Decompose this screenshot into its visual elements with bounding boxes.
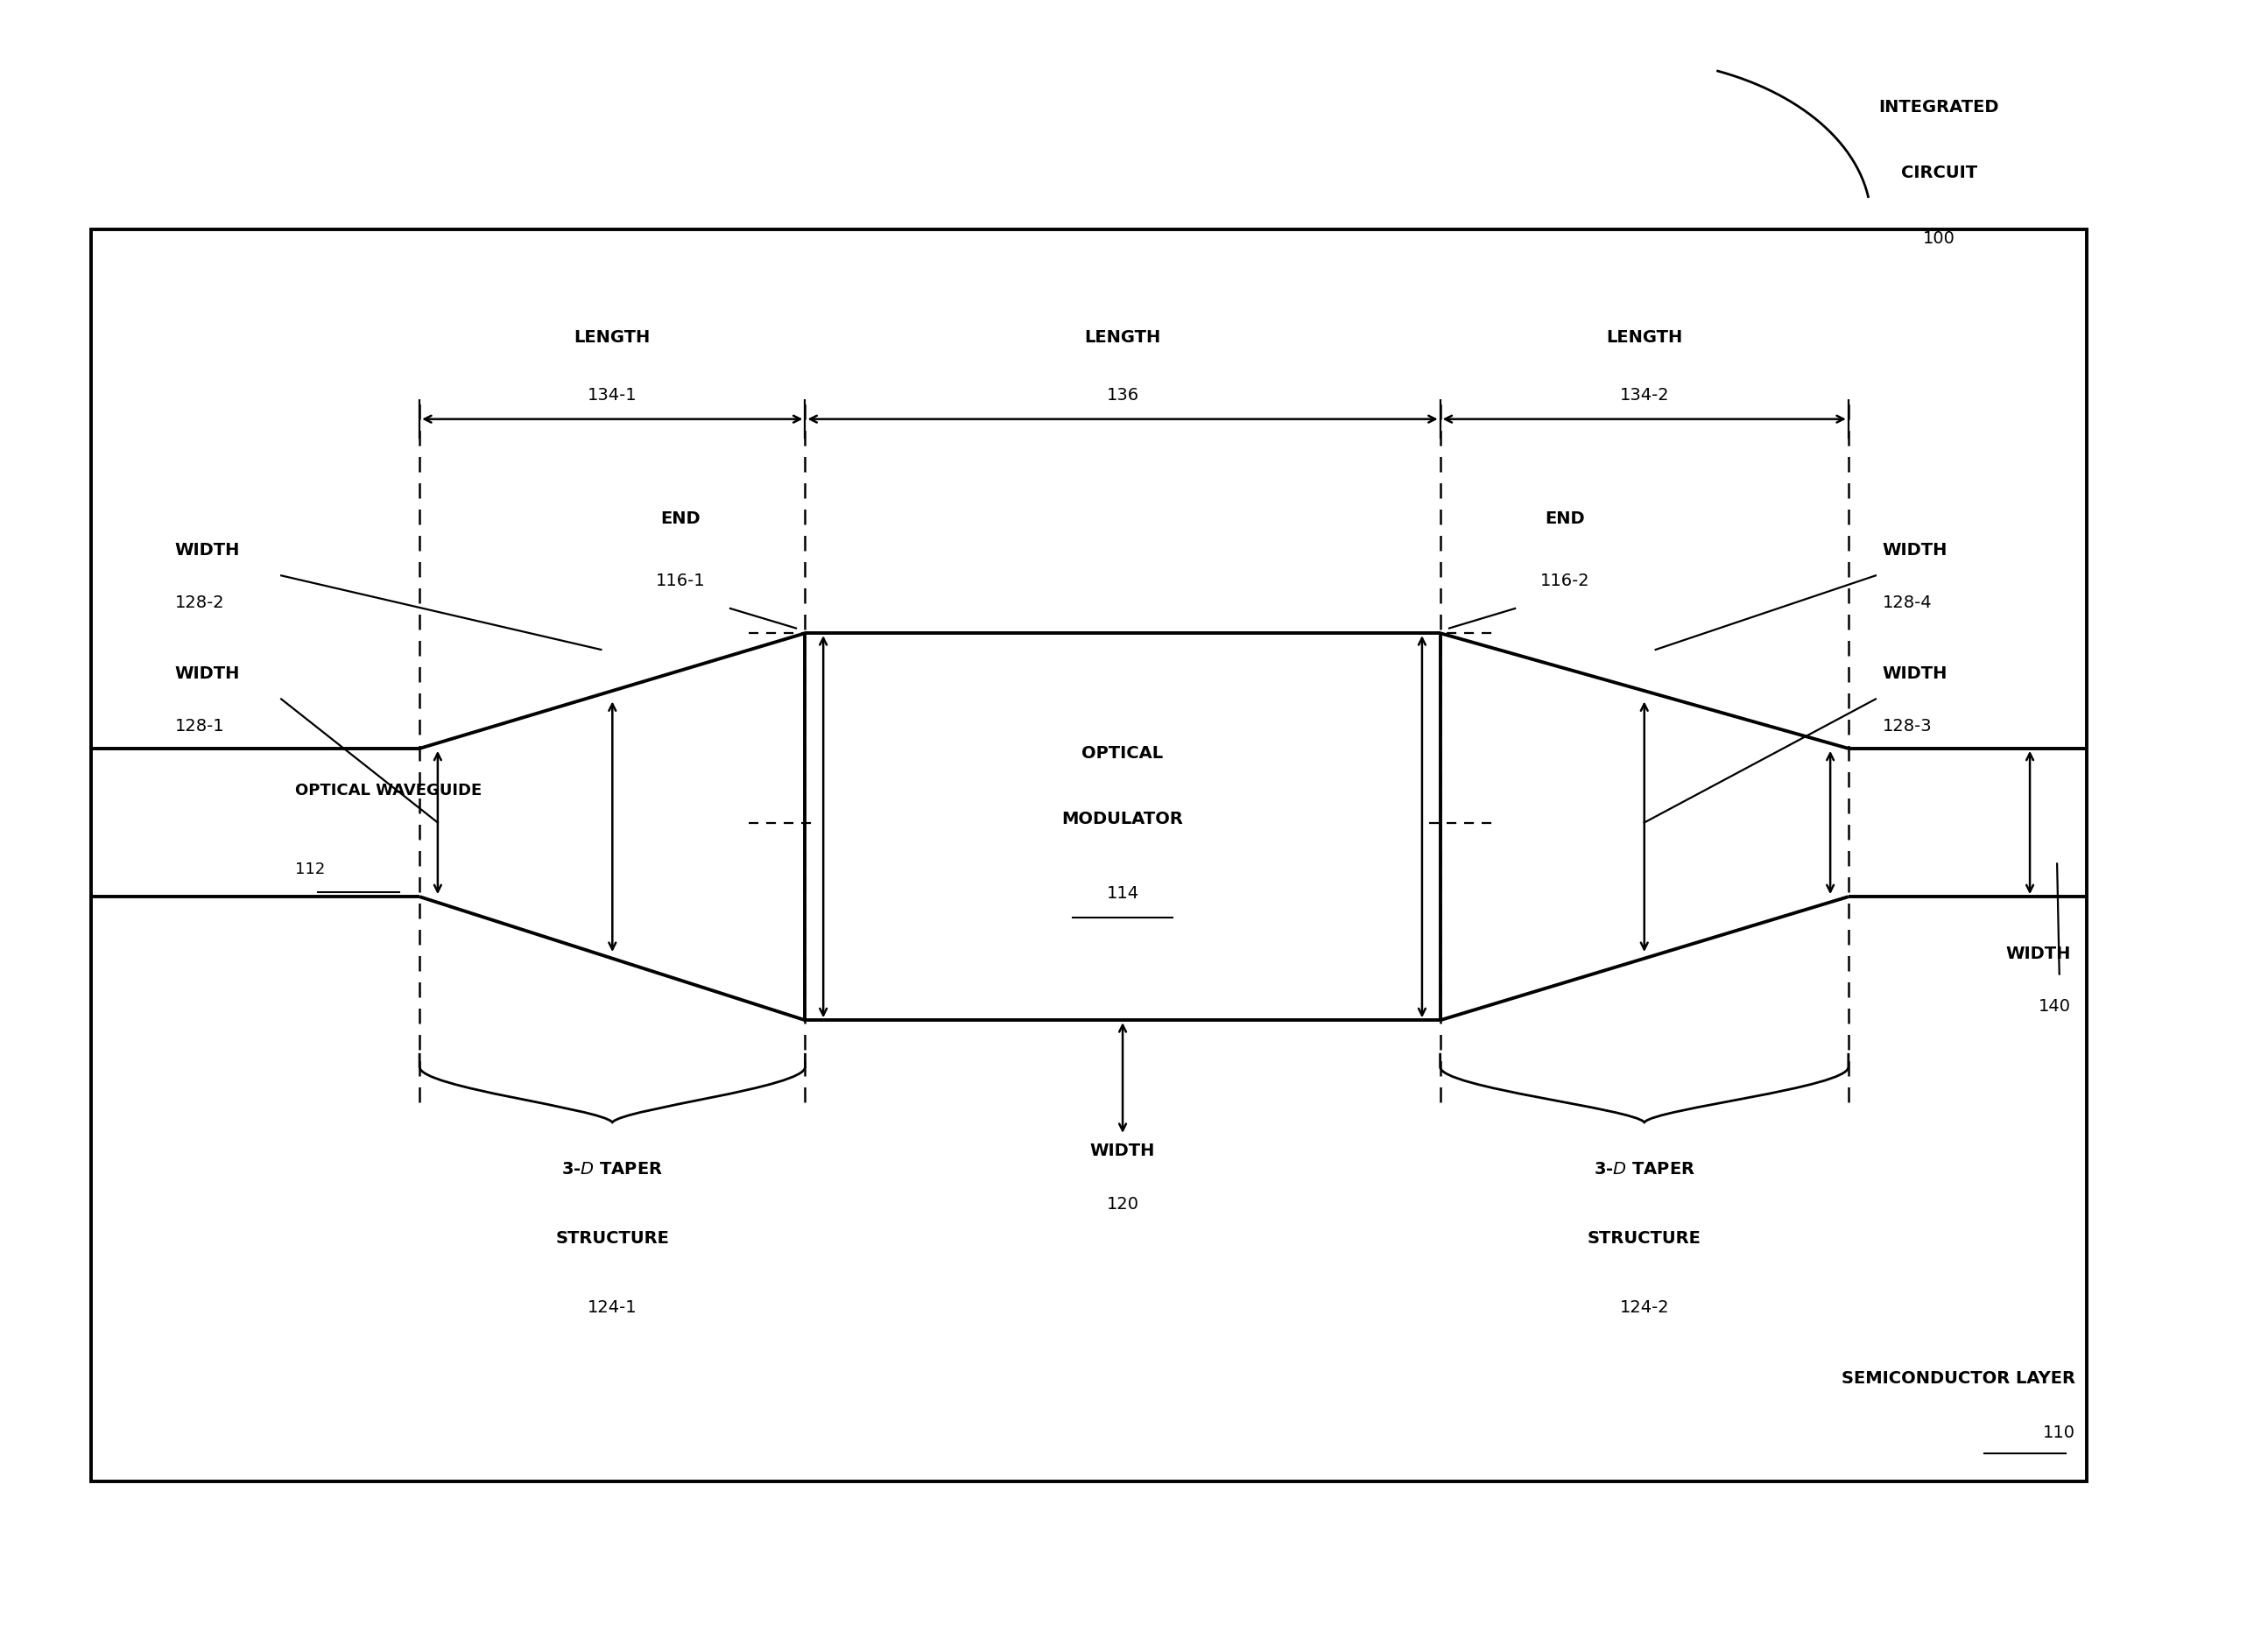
- Text: INTEGRATED: INTEGRATED: [1878, 99, 2000, 115]
- Text: WIDTH: WIDTH: [1882, 542, 1948, 558]
- Text: 124-1: 124-1: [587, 1299, 637, 1315]
- Text: WIDTH: WIDTH: [175, 542, 240, 558]
- Text: WIDTH: WIDTH: [175, 665, 240, 681]
- Text: OPTICAL: OPTICAL: [1082, 744, 1163, 762]
- Text: LENGTH: LENGTH: [1084, 329, 1161, 346]
- Text: LENGTH: LENGTH: [1606, 329, 1683, 346]
- Text: 114: 114: [1107, 884, 1139, 902]
- Text: 3-$\it{D}$ TAPER: 3-$\it{D}$ TAPER: [1594, 1160, 1694, 1177]
- Text: 120: 120: [1107, 1195, 1139, 1211]
- Text: STRUCTURE: STRUCTURE: [1588, 1230, 1701, 1246]
- Text: 124-2: 124-2: [1619, 1299, 1669, 1315]
- Text: END: END: [1545, 510, 1585, 527]
- Text: 116-1: 116-1: [655, 573, 705, 589]
- Text: 136: 136: [1107, 387, 1139, 403]
- Text: 128-1: 128-1: [175, 718, 225, 734]
- Text: 116-2: 116-2: [1540, 573, 1590, 589]
- Text: 140: 140: [2039, 997, 2071, 1014]
- Text: WIDTH: WIDTH: [2005, 945, 2071, 961]
- Text: LENGTH: LENGTH: [574, 329, 651, 346]
- Bar: [91, 230, 2087, 1481]
- Text: OPTICAL WAVEGUIDE: OPTICAL WAVEGUIDE: [295, 782, 481, 798]
- Text: 110: 110: [2043, 1424, 2075, 1440]
- Text: WIDTH: WIDTH: [1882, 665, 1948, 681]
- Text: 112: 112: [295, 861, 324, 877]
- Text: 128-2: 128-2: [175, 594, 225, 611]
- Text: MODULATOR: MODULATOR: [1061, 810, 1184, 828]
- Text: 134-2: 134-2: [1619, 387, 1669, 403]
- Text: END: END: [660, 510, 701, 527]
- Text: 128-4: 128-4: [1882, 594, 1932, 611]
- Text: SEMICONDUCTOR LAYER: SEMICONDUCTOR LAYER: [1842, 1369, 2075, 1386]
- Text: 134-1: 134-1: [587, 387, 637, 403]
- Text: STRUCTURE: STRUCTURE: [556, 1230, 669, 1246]
- Text: WIDTH: WIDTH: [1091, 1142, 1154, 1159]
- Text: 128-3: 128-3: [1882, 718, 1932, 734]
- Text: CIRCUIT: CIRCUIT: [1901, 165, 1978, 181]
- Text: 3-$\it{D}$ TAPER: 3-$\it{D}$ TAPER: [562, 1160, 662, 1177]
- Text: 100: 100: [1923, 230, 1955, 247]
